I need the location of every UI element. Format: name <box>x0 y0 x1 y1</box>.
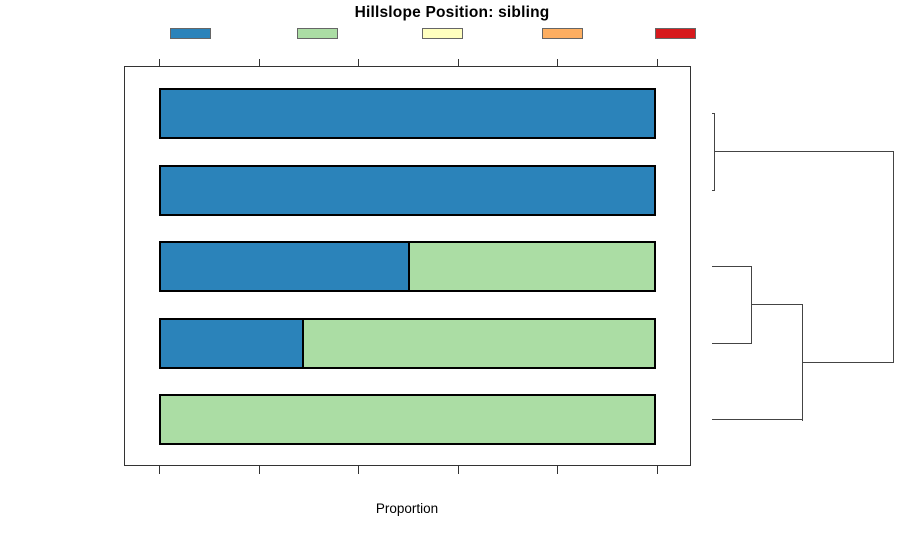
proportion-bar <box>159 164 656 216</box>
dendrogram-segment <box>801 304 803 421</box>
chart-title: Hillslope Position: sibling <box>354 4 550 21</box>
bar-segment-toeslope <box>161 319 302 367</box>
x-axis-title: Proportion <box>375 501 439 516</box>
legend-swatch-shoulder <box>542 27 583 39</box>
dendrogram-segment <box>801 361 894 363</box>
dendrogram-segment <box>712 113 715 114</box>
legend-swatch-toeslope <box>170 27 211 39</box>
bar-segment-footslope <box>161 396 654 443</box>
proportion-bar <box>159 88 656 139</box>
legend <box>0 0 900 46</box>
proportion-bar <box>159 394 656 445</box>
bar-segment-toeslope <box>161 243 408 290</box>
dendrogram-segment <box>713 113 715 191</box>
dendrogram-segment <box>750 266 752 344</box>
plot-frame <box>124 66 691 466</box>
legend-swatch-backslope <box>422 27 463 39</box>
bar-segment-toeslope <box>161 166 654 214</box>
proportion-bar <box>159 317 656 369</box>
dendrogram-segment <box>712 189 715 191</box>
dendrogram-segment <box>712 266 752 267</box>
bar-segment-footslope <box>407 243 654 290</box>
proportion-bar <box>159 241 656 292</box>
bar-segment-toeslope <box>161 90 654 137</box>
dendrogram-segment <box>750 304 803 306</box>
dendrogram-segment <box>713 151 894 153</box>
dendrogram-segment <box>712 419 803 420</box>
dendrogram-segment <box>712 342 752 344</box>
bar-segment-footslope <box>301 319 654 367</box>
legend-swatch-footslope <box>297 27 338 39</box>
dendrogram-segment <box>893 151 894 364</box>
legend-swatch-summit <box>655 27 696 39</box>
